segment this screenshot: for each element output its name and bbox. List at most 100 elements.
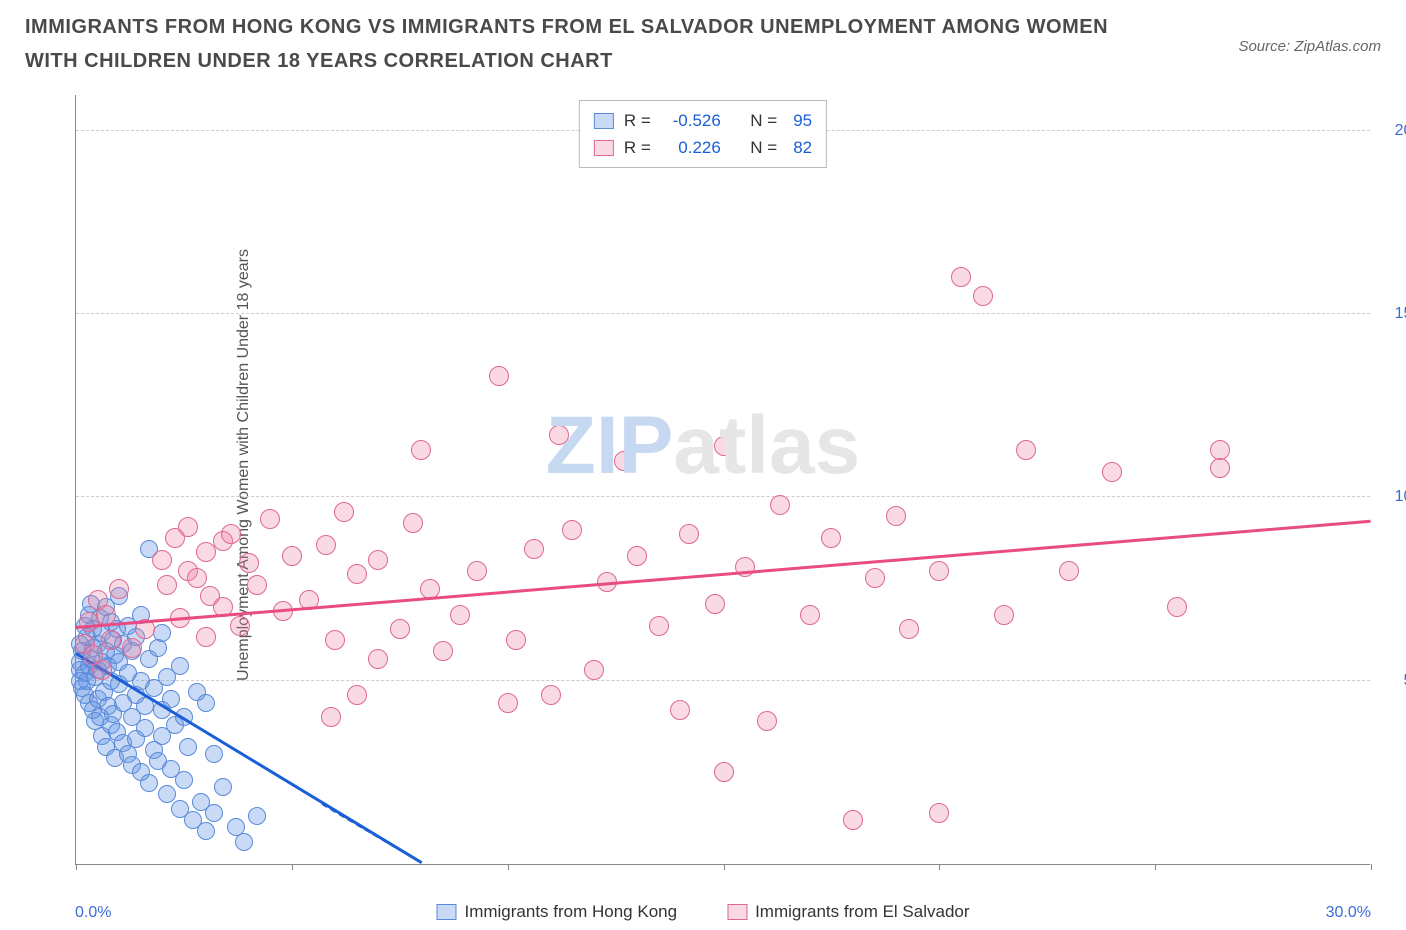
scatter-dot bbox=[770, 495, 790, 515]
scatter-dot bbox=[347, 564, 367, 584]
scatter-dot bbox=[886, 506, 906, 526]
scatter-dot bbox=[506, 630, 526, 650]
scatter-dot bbox=[321, 707, 341, 727]
scatter-dot bbox=[109, 579, 129, 599]
scatter-dot bbox=[450, 605, 470, 625]
legend-swatch-elsalvador bbox=[594, 140, 614, 156]
scatter-dot bbox=[235, 833, 253, 851]
scatter-dot bbox=[230, 616, 250, 636]
grid-line bbox=[76, 496, 1370, 497]
legend-swatch-hongkong-bottom bbox=[436, 904, 456, 920]
grid-line bbox=[76, 680, 1370, 681]
scatter-dot bbox=[403, 513, 423, 533]
r-value-hongkong: -0.526 bbox=[661, 107, 721, 134]
scatter-dot bbox=[899, 619, 919, 639]
x-tick bbox=[939, 864, 940, 870]
scatter-dot bbox=[670, 700, 690, 720]
series-legend: Immigrants from Hong Kong Immigrants fro… bbox=[436, 902, 969, 922]
scatter-dot bbox=[221, 524, 241, 544]
scatter-dot bbox=[541, 685, 561, 705]
scatter-dot bbox=[136, 719, 154, 737]
trend-line-dashed bbox=[322, 803, 422, 863]
scatter-dot bbox=[489, 366, 509, 386]
scatter-dot bbox=[122, 638, 142, 658]
scatter-dot bbox=[679, 524, 699, 544]
correlation-stats-legend: R = -0.526 N = 95 R = 0.226 N = 82 bbox=[579, 100, 827, 168]
scatter-dot bbox=[205, 804, 223, 822]
scatter-dot bbox=[498, 693, 518, 713]
scatter-dot bbox=[973, 286, 993, 306]
y-tick-label: 15.0% bbox=[1380, 305, 1406, 323]
scatter-dot bbox=[282, 546, 302, 566]
scatter-dot bbox=[1059, 561, 1079, 581]
source-attribution: Source: ZipAtlas.com bbox=[1238, 38, 1381, 55]
x-tick bbox=[76, 864, 77, 870]
scatter-dot bbox=[951, 267, 971, 287]
scatter-dot bbox=[467, 561, 487, 581]
scatter-dot bbox=[614, 451, 634, 471]
scatter-dot bbox=[524, 539, 544, 559]
y-tick-label: 5.0% bbox=[1380, 672, 1406, 690]
scatter-dot bbox=[197, 694, 215, 712]
x-tick bbox=[724, 864, 725, 870]
scatter-dot bbox=[334, 502, 354, 522]
scatter-dot bbox=[368, 550, 388, 570]
scatter-dot bbox=[153, 624, 171, 642]
scatter-dot bbox=[157, 575, 177, 595]
scatter-dot bbox=[171, 657, 189, 675]
scatter-dot bbox=[757, 711, 777, 731]
scatter-dot bbox=[196, 627, 216, 647]
legend-label-elsalvador: Immigrants from El Salvador bbox=[755, 902, 969, 922]
scatter-dot bbox=[101, 630, 121, 650]
legend-swatch-elsalvador-bottom bbox=[727, 904, 747, 920]
chart-title: IMMIGRANTS FROM HONG KONG VS IMMIGRANTS … bbox=[25, 10, 1125, 78]
scatter-dot bbox=[325, 630, 345, 650]
scatter-dot bbox=[929, 803, 949, 823]
scatter-dot bbox=[1210, 458, 1230, 478]
x-tick bbox=[292, 864, 293, 870]
x-axis-min-label: 0.0% bbox=[75, 904, 111, 922]
scatter-dot bbox=[96, 605, 116, 625]
scatter-dot bbox=[1167, 597, 1187, 617]
y-tick-label: 10.0% bbox=[1380, 488, 1406, 506]
scatter-dot bbox=[175, 771, 193, 789]
x-tick bbox=[508, 864, 509, 870]
x-tick bbox=[1155, 864, 1156, 870]
scatter-dot bbox=[705, 594, 725, 614]
scatter-dot bbox=[562, 520, 582, 540]
scatter-dot bbox=[411, 440, 431, 460]
scatter-dot bbox=[1210, 440, 1230, 460]
grid-line bbox=[76, 313, 1370, 314]
scatter-dot bbox=[800, 605, 820, 625]
scatter-dot bbox=[316, 535, 336, 555]
scatter-dot bbox=[248, 807, 266, 825]
scatter-dot bbox=[179, 738, 197, 756]
scatter-dot bbox=[214, 778, 232, 796]
scatter-dot bbox=[390, 619, 410, 639]
scatter-dot bbox=[368, 649, 388, 669]
scatter-dot bbox=[1016, 440, 1036, 460]
scatter-dot bbox=[649, 616, 669, 636]
scatter-dot bbox=[433, 641, 453, 661]
r-value-elsalvador: 0.226 bbox=[661, 134, 721, 161]
x-axis-max-label: 30.0% bbox=[1326, 904, 1371, 922]
scatter-dot bbox=[821, 528, 841, 548]
scatter-dot bbox=[929, 561, 949, 581]
scatter-dot bbox=[197, 822, 215, 840]
scatter-dot bbox=[865, 568, 885, 588]
scatter-dot bbox=[584, 660, 604, 680]
scatter-dot bbox=[196, 542, 216, 562]
legend-label-hongkong: Immigrants from Hong Kong bbox=[464, 902, 677, 922]
scatter-dot bbox=[178, 517, 198, 537]
scatter-dot bbox=[187, 568, 207, 588]
scatter-dot bbox=[627, 546, 647, 566]
scatter-dot bbox=[92, 660, 112, 680]
scatter-dot bbox=[158, 785, 176, 803]
scatter-dot bbox=[152, 550, 172, 570]
y-tick-label: 20.0% bbox=[1380, 122, 1406, 140]
scatter-dot bbox=[239, 553, 259, 573]
n-value-elsalvador: 82 bbox=[793, 134, 812, 161]
scatter-dot bbox=[247, 575, 267, 595]
scatter-dot bbox=[347, 685, 367, 705]
chart-plot-area: 5.0%10.0%15.0%20.0% bbox=[75, 95, 1370, 865]
